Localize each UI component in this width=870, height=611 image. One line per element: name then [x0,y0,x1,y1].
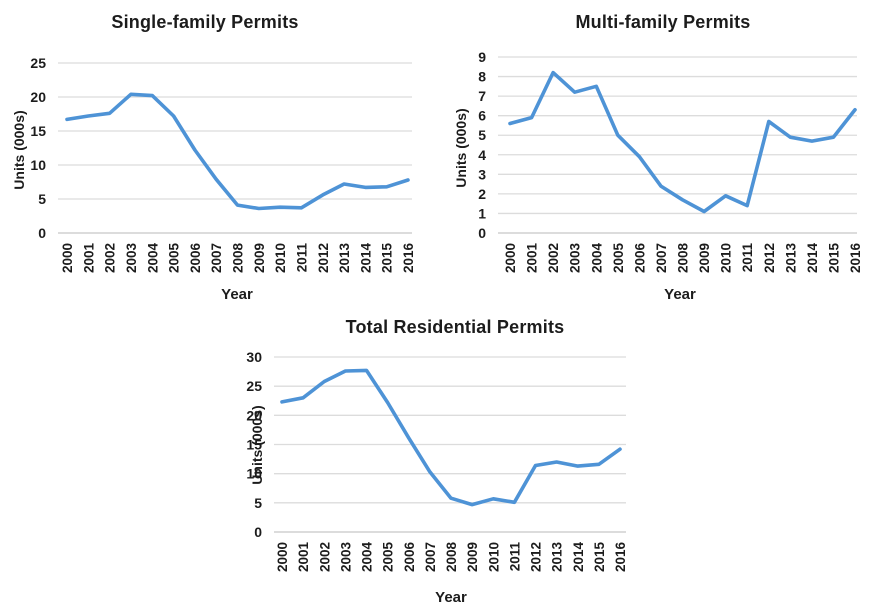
x-axis-title: Year [221,286,253,303]
x-tick-label: 2010 [486,542,501,572]
y-tick-label: 4 [478,147,486,163]
chart-title: Multi-family Permits [575,12,751,32]
x-tick-label: 2014 [571,542,586,573]
x-tick-label: 2002 [546,243,561,273]
x-tick-label: 2004 [589,243,604,274]
x-tick-label: 2008 [676,243,691,274]
y-tick-label: 30 [246,349,262,365]
y-tick-label: 5 [38,191,46,207]
y-tick-label: 15 [246,437,262,453]
chart-title: Single-family Permits [111,12,299,32]
x-tick-label: 2006 [632,243,647,274]
y-tick-label: 25 [30,55,46,71]
y-tick-label: 7 [478,88,486,104]
y-tick-label: 3 [478,166,486,182]
x-tick-label: 2015 [826,243,841,274]
chart-multi-family-permits: 0 1 2 3 4 5 6 7 8 9 2000 2001 2002 2003 2004 2005 2006 20… [435,0,870,305]
x-tick-label: 2011 [740,243,755,273]
x-tick-label: 2001 [525,243,540,274]
y-tick-label: 10 [30,157,46,173]
y-tick-label: 1 [478,205,486,221]
y-tick-label: 2 [478,186,486,202]
x-tick-label: 2016 [401,243,416,274]
x-tick-label: 2001 [296,542,311,573]
chart-total-residential-permits: 0 5 10 15 20 25 30 2000 2001 2002 2003 2004 2005 2006… [218,305,653,611]
x-tick-label: 2016 [613,542,628,573]
x-tick-label: 2010 [719,243,734,273]
x-tick-label: 2014 [805,243,820,274]
x-tick-label: 2013 [337,243,352,274]
y-tick-label: 0 [478,225,486,241]
data-line [65,92,410,211]
y-axis-title: Units (000s) [249,405,265,485]
chart-title: Total Residential Permits [345,317,565,337]
x-tick-label: 2003 [568,243,583,274]
y-tick-label: 20 [30,89,46,105]
data-line [280,368,622,507]
y-tick-label: 6 [478,108,486,124]
y-tick-label: 9 [478,49,486,65]
x-tick-label: 2001 [81,243,96,274]
x-tick-label: 2013 [550,542,565,573]
x-tick-label: 2000 [275,542,290,572]
x-axis-title: Year [435,589,467,606]
x-tick-label: 2002 [103,243,118,273]
y-tick-label: 0 [38,225,46,241]
x-tick-label: 2009 [252,243,267,273]
x-axis-title: Year [664,286,696,303]
x-tick-label: 2005 [611,243,626,274]
x-tick-label: 2000 [60,243,75,273]
x-tick-label: 2011 [294,243,309,273]
x-tick-label: 2007 [209,243,224,273]
y-tick-label: 5 [254,495,262,511]
x-tick-label: 2005 [167,243,182,274]
x-tick-label: 2000 [503,243,518,273]
total-residential-chart-canvas: 0 5 10 15 20 25 30 2000 2001 2002 2003 2004 2005 2006… [246,349,628,573]
x-tick-label: 2016 [848,243,863,274]
x-tick-label: 2012 [316,243,331,273]
x-tick-label: 2003 [338,542,353,573]
x-tick-label: 2012 [762,243,777,273]
y-tick-label: 15 [30,123,46,139]
data-line [508,70,857,214]
x-tick-label: 2015 [380,243,395,274]
x-tick-label: 2009 [465,542,480,572]
y-axis-title: Units (000s) [453,108,469,188]
x-tick-label: 2012 [529,542,544,572]
x-tick-label: 2013 [783,243,798,274]
y-tick-label: 5 [478,127,486,143]
x-tick-label: 2010 [273,243,288,273]
multi-family-chart-canvas: 0 1 2 3 4 5 6 7 8 9 2000 2001 2002 2003 2004 2005 2006 20… [478,49,863,274]
x-tick-label: 2014 [358,243,373,274]
x-tick-label: 2006 [402,542,417,573]
x-tick-label: 2015 [592,542,607,573]
x-tick-label: 2004 [360,542,375,573]
x-tick-label: 2011 [507,542,522,572]
y-tick-label: 20 [246,407,262,423]
x-tick-label: 2007 [423,542,438,572]
x-tick-label: 2003 [124,243,139,274]
y-tick-label: 8 [478,69,486,85]
x-tick-label: 2004 [145,243,160,274]
single-family-chart-canvas: 0 5 10 15 20 25 2000 2001 2002 2003 2004 2005 2006 20… [30,55,416,274]
x-tick-label: 2009 [697,243,712,273]
y-tick-label: 10 [246,466,262,482]
x-tick-label: 2006 [188,243,203,274]
x-tick-label: 2007 [654,243,669,273]
x-tick-label: 2005 [381,542,396,573]
chart-single-family-permits: 0 5 10 15 20 25 2000 2001 2002 2003 2004 2005 2006 20… [0,0,435,305]
x-tick-label: 2008 [444,542,459,573]
y-tick-label: 25 [246,378,262,394]
x-tick-label: 2008 [231,243,246,274]
x-tick-label: 2002 [317,542,332,572]
y-tick-label: 0 [254,524,262,540]
y-axis-title: Units (000s) [11,110,27,190]
